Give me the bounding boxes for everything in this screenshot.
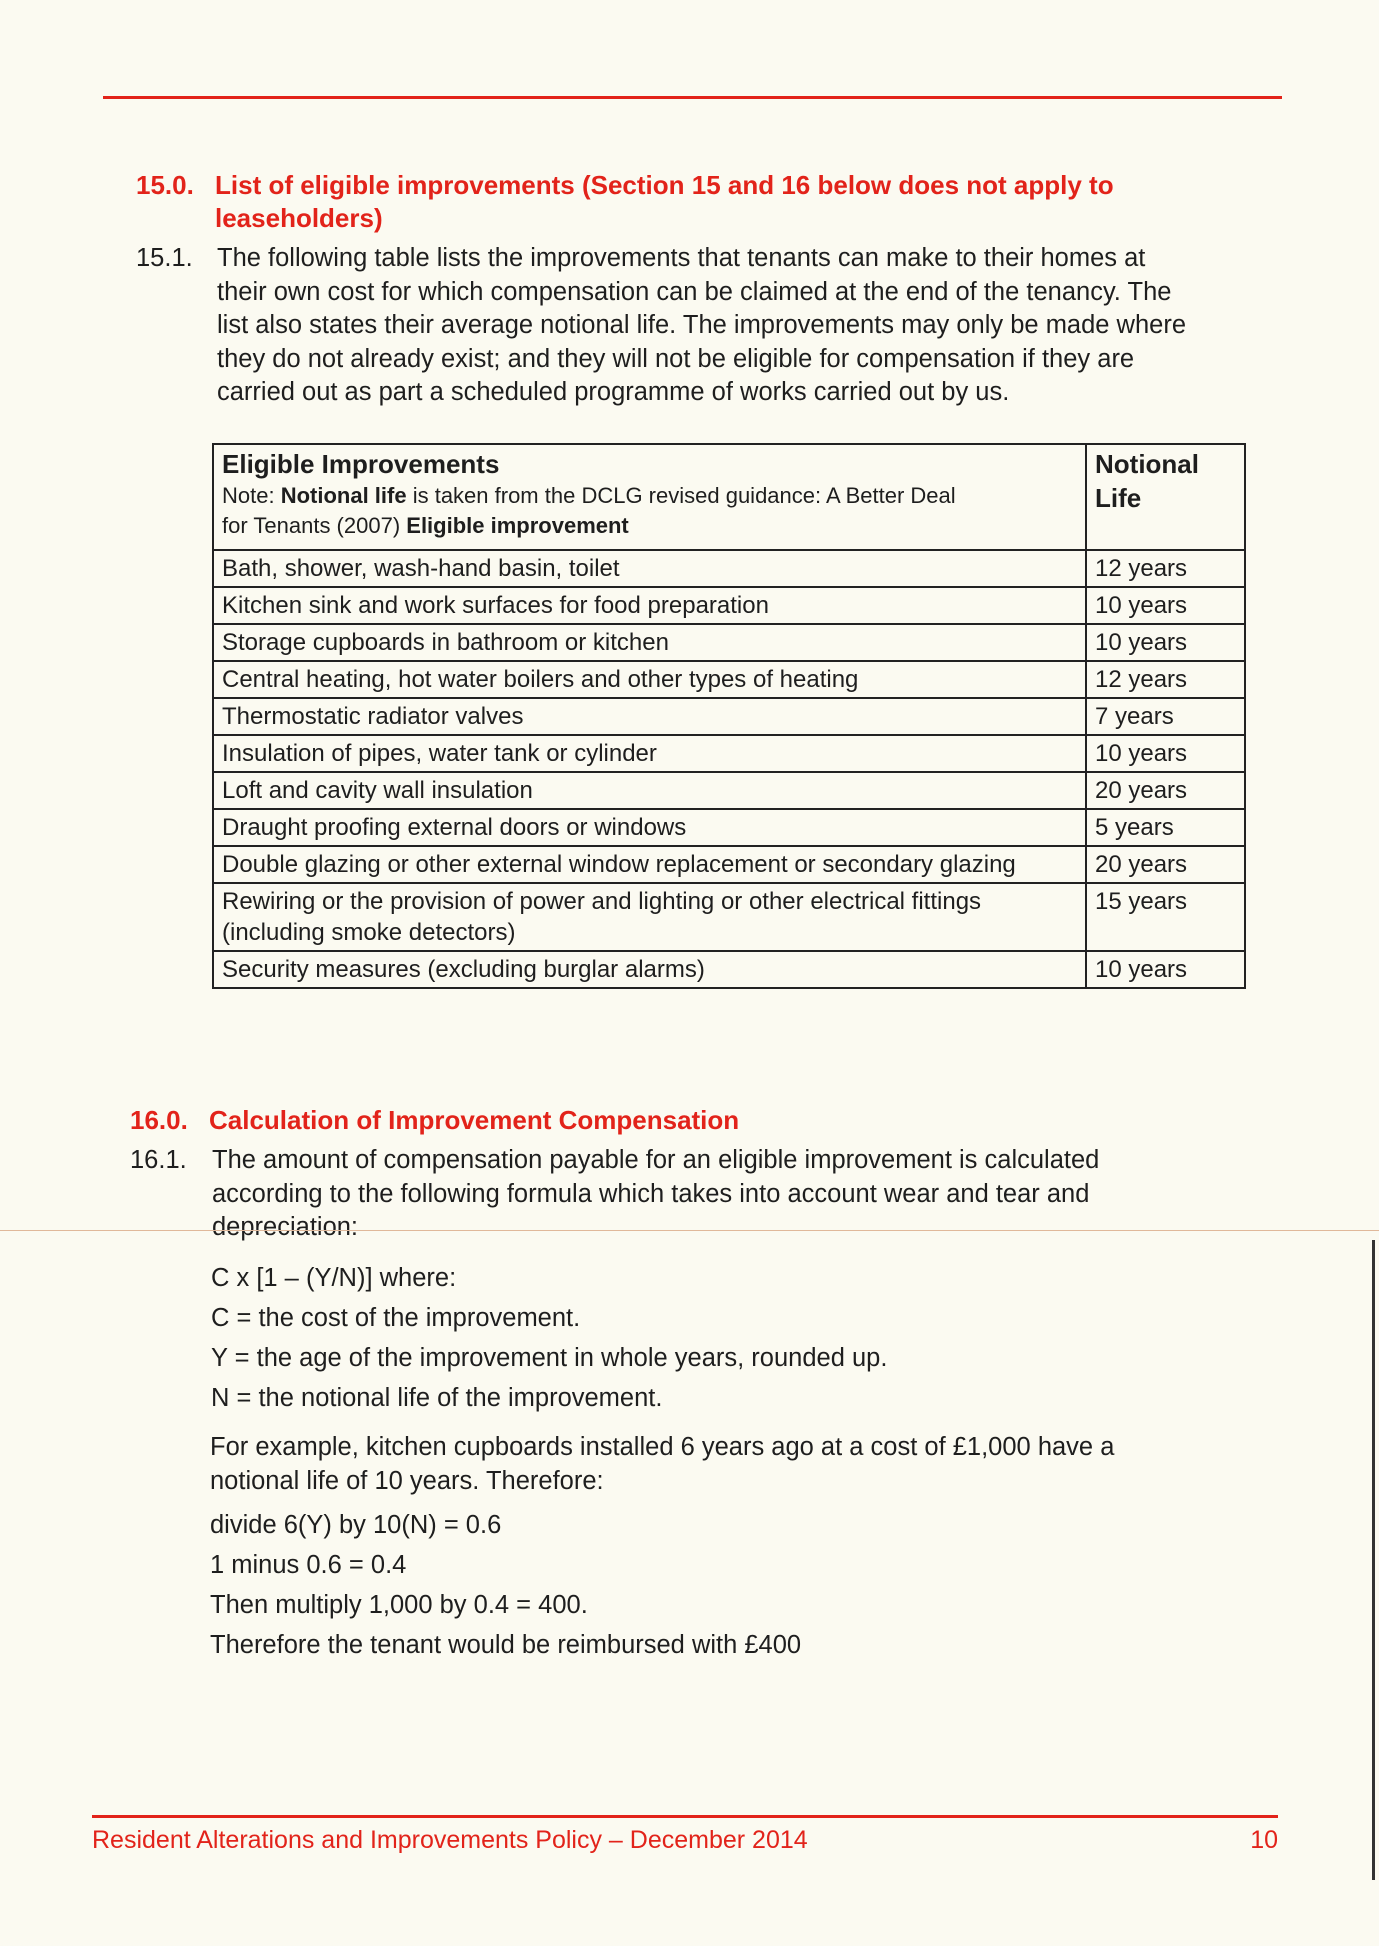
improvement-cell: Loft and cavity wall insulation: [212, 771, 1087, 810]
improvement-cell: Kitchen sink and work surfaces for food …: [212, 586, 1087, 625]
para-line: their own cost for which compensation ca…: [217, 277, 1172, 306]
para-line: they do not already exist; and they will…: [217, 344, 1135, 373]
section-16-number: 16.0.: [130, 1105, 188, 1135]
table-row: Storage cupboards in bathroom or kitchen…: [212, 623, 1246, 662]
table-row: Loft and cavity wall insulation 20 years: [212, 771, 1246, 810]
notional-life-cell: 12 years: [1085, 660, 1246, 699]
para-16-1: The amount of compensation payable for a…: [212, 1144, 1099, 1245]
formula-block: C x [1 – (Y/N)] where: C = the cost of t…: [211, 1258, 887, 1418]
formula-line: C = the cost of the improvement.: [211, 1304, 581, 1332]
section-16-title: Calculation of Improvement Compensation: [209, 1105, 740, 1135]
improvement-cell: Central heating, hot water boilers and o…: [212, 660, 1087, 699]
notional-life-cell: 20 years: [1085, 845, 1246, 884]
table-header-row: Eligible Improvements Note: Notional lif…: [212, 443, 1246, 551]
section-15-title-line: List of eligible improvements (Section 1…: [215, 170, 1114, 200]
notional-life-cell: 10 years: [1085, 623, 1246, 662]
eligible-improvements-table: Eligible Improvements Note: Notional lif…: [212, 443, 1246, 989]
improvement-cell: Draught proofing external doors or windo…: [212, 808, 1087, 847]
notional-life-cell: 7 years: [1085, 697, 1246, 736]
notional-life-cell: 10 years: [1085, 586, 1246, 625]
para-line: The amount of compensation payable for a…: [212, 1146, 1100, 1174]
notional-life-cell: 20 years: [1085, 771, 1246, 810]
table-row: Draught proofing external doors or windo…: [212, 808, 1246, 847]
header-note: Note: Notional life is taken from the DC…: [222, 483, 956, 538]
section-15-title-line: leaseholders): [215, 203, 383, 233]
footer-title: Resident Alterations and Improvements Po…: [92, 1826, 808, 1854]
table-row: Central heating, hot water boilers and o…: [212, 660, 1246, 699]
paper-fold-line: [0, 1230, 1379, 1231]
improvement-cell: Double glazing or other external window …: [212, 845, 1087, 884]
notional-life-cell: 15 years: [1085, 882, 1246, 952]
notional-life-cell: 10 years: [1085, 950, 1246, 989]
calculation-block: divide 6(Y) by 10(N) = 0.6 1 minus 0.6 =…: [210, 1505, 801, 1665]
table-row: Bath, shower, wash-hand basin, toilet 12 …: [212, 549, 1246, 588]
improvement-cell: Bath, shower, wash-hand basin, toilet: [212, 549, 1087, 588]
para-line: according to the following formula which…: [212, 1179, 1090, 1208]
page-edge: [1372, 1240, 1375, 1880]
section-15-number: 15.0.: [136, 170, 194, 200]
formula-line: N = the notional life of the improvement…: [211, 1384, 663, 1412]
improvement-cell: Thermostatic radiator valves: [212, 697, 1087, 736]
header-eligible-improvements: Eligible Improvements Note: Notional lif…: [212, 443, 1087, 551]
example-line: For example, kitchen cupboards installed…: [210, 1433, 1115, 1461]
calc-line: Therefore the tenant would be reimbursed…: [210, 1631, 802, 1659]
calc-line: divide 6(Y) by 10(N) = 0.6: [210, 1511, 502, 1539]
table-row: Kitchen sink and work surfaces for food …: [212, 586, 1246, 625]
header-title: Eligible Improvements: [222, 449, 500, 479]
para-line: carried out as part a scheduled programm…: [217, 378, 1010, 406]
improvement-cell: Security measures (excluding burglar ala…: [212, 950, 1087, 989]
footer-rule: [92, 1815, 1278, 1818]
header-notional-life: Notional Life: [1085, 443, 1246, 551]
example-line: notional life of 10 years. Therefore:: [210, 1466, 604, 1495]
para-15-1-number: 15.1.: [136, 244, 193, 272]
table-row: Double glazing or other external window …: [212, 845, 1246, 884]
para-15-1: The following table lists the improvemen…: [217, 242, 1186, 410]
example-block: For example, kitchen cupboards installed…: [210, 1431, 1114, 1498]
improvement-cell: Rewiring or the provision of power and l…: [212, 882, 1087, 952]
table-row: Insulation of pipes, water tank or cylin…: [212, 734, 1246, 773]
table-row: Thermostatic radiator valves 7 years: [212, 697, 1246, 736]
notional-life-cell: 10 years: [1085, 734, 1246, 773]
table-row: Security measures (excluding burglar ala…: [212, 950, 1246, 989]
page-number: 10: [1250, 1826, 1278, 1854]
table-row: Rewiring or the provision of power and l…: [212, 882, 1246, 952]
notional-life-cell: 12 years: [1085, 549, 1246, 588]
para-line: depreciation:: [212, 1213, 359, 1241]
formula-line: Y = the age of the improvement in whole …: [211, 1344, 888, 1372]
improvement-cell: Insulation of pipes, water tank or cylin…: [212, 734, 1087, 773]
para-line: list also states their average notional …: [217, 311, 1187, 339]
calc-line: 1 minus 0.6 = 0.4: [210, 1551, 407, 1579]
para-line: The following table lists the improvemen…: [217, 244, 1146, 272]
top-rule: [103, 96, 1282, 99]
calc-line: Then multiply 1,000 by 0.4 = 400.: [210, 1591, 588, 1619]
formula-line: C x [1 – (Y/N)] where:: [211, 1264, 457, 1292]
improvement-cell: Storage cupboards in bathroom or kitchen: [212, 623, 1087, 662]
para-16-1-number: 16.1.: [130, 1146, 187, 1174]
notional-life-cell: 5 years: [1085, 808, 1246, 847]
